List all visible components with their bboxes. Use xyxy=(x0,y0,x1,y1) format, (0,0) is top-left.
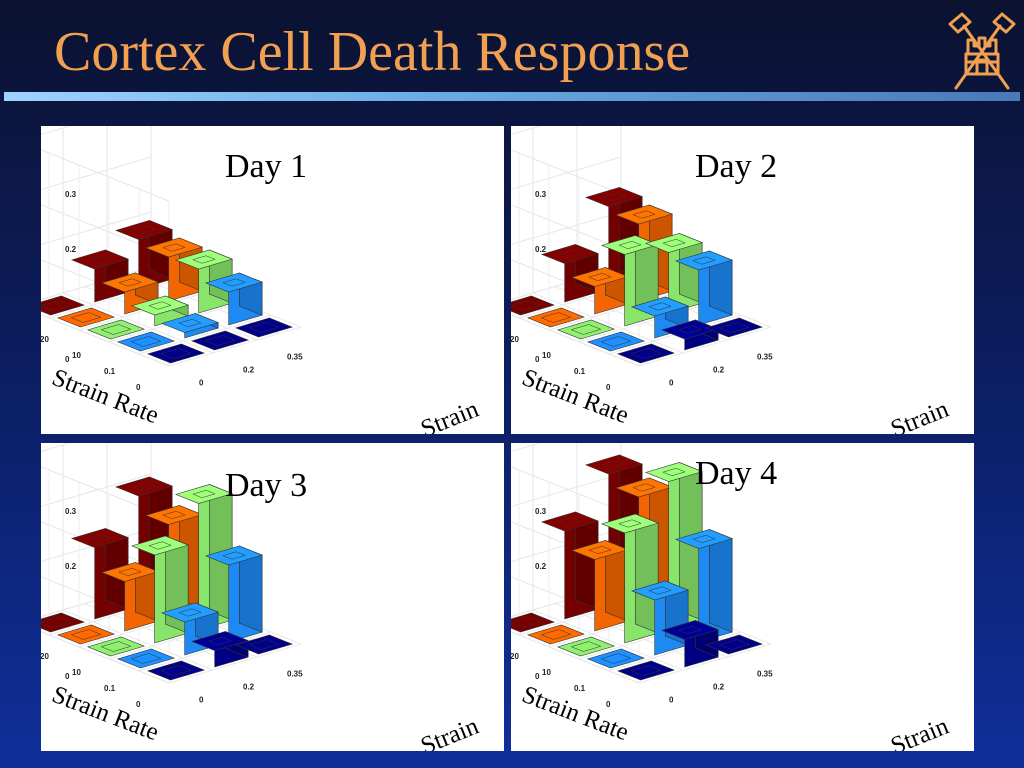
bar-50-0 xyxy=(511,612,556,633)
bar-0-0.35 xyxy=(234,317,294,338)
bar-0-0 xyxy=(616,343,676,364)
strain-tick-label: 0 xyxy=(199,696,204,705)
bar-0.1-0 xyxy=(116,331,176,352)
bar-0-0.2 xyxy=(660,620,720,668)
z-tick-label: 0.2 xyxy=(535,245,547,254)
strain-rate-tick-label: 0.1 xyxy=(104,367,116,376)
strain-rate-tick-label: 0.1 xyxy=(574,684,586,693)
strain-rate-tick-label: 20 xyxy=(41,335,49,344)
strain-rate-tick-label: 20 xyxy=(511,652,519,661)
bar-50-0.2 xyxy=(540,511,600,620)
bar-0.1-0.2 xyxy=(160,313,220,339)
bars xyxy=(41,476,294,681)
crossed-hammers-tower-crest-icon xyxy=(948,12,1016,90)
strain-tick-label: 0.35 xyxy=(757,670,773,679)
bar-50-0 xyxy=(511,295,556,316)
bar-0-0.2 xyxy=(660,319,720,351)
bar-10-0 xyxy=(86,636,146,657)
bar-10-0 xyxy=(556,636,616,657)
bar-10-0 xyxy=(86,319,146,340)
bar-20-0 xyxy=(56,624,116,645)
strain-rate-tick-label: 20 xyxy=(41,652,49,661)
z-tick-label: 0 xyxy=(535,672,540,681)
strain-rate-tick-label: 0 xyxy=(136,700,141,709)
chart-title: Day 1 xyxy=(225,148,308,185)
bar-10-0 xyxy=(556,319,616,340)
strain-rate-tick-label: 0.1 xyxy=(104,684,116,693)
strain-tick-label: 0.2 xyxy=(713,366,725,375)
bar-20-0.2 xyxy=(570,267,630,315)
strain-tick-label: 0 xyxy=(669,696,674,705)
strain-tick-label: 0.35 xyxy=(287,670,303,679)
bars xyxy=(511,187,764,364)
strain-rate-tick-label: 0 xyxy=(606,383,611,392)
strain-tick-label: 0 xyxy=(669,379,674,388)
strain-rate-tick-label: 10 xyxy=(542,668,551,677)
title-underline xyxy=(4,92,1020,101)
bar-20-0 xyxy=(526,624,586,645)
z-tick-label: 0 xyxy=(65,355,70,364)
bar-10-0.2 xyxy=(130,295,190,327)
z-tick-label: 0.3 xyxy=(535,190,547,199)
bar-20-0 xyxy=(526,307,586,328)
bar-50-0 xyxy=(41,295,86,316)
bar-20-0 xyxy=(56,307,116,328)
slide-title: Cortex Cell Death Response xyxy=(54,21,691,83)
bar-0-0 xyxy=(616,660,676,681)
bar-0-0.35 xyxy=(234,634,294,655)
z-tick-label: 0.3 xyxy=(65,190,77,199)
strain-rate-tick-label: 0 xyxy=(606,700,611,709)
strain-rate-tick-label: 10 xyxy=(72,351,81,360)
bar-0.1-0.35 xyxy=(674,529,734,643)
bar-0-0.35 xyxy=(704,634,764,655)
strain-tick-label: 0.2 xyxy=(713,683,725,692)
bar-0-0 xyxy=(146,660,206,681)
z-tick-label: 0.3 xyxy=(65,507,77,516)
bar-0.1-0 xyxy=(586,331,646,352)
strain-rate-tick-label: 10 xyxy=(542,351,551,360)
bar-0.1-0 xyxy=(586,648,646,669)
bar-50-0 xyxy=(41,612,86,633)
bar-10-0.2 xyxy=(600,513,660,644)
bar-0.1-0 xyxy=(116,648,176,669)
z-tick-label: 0.3 xyxy=(535,507,547,516)
strain-rate-tick-label: 0.1 xyxy=(574,367,586,376)
z-tick-label: 0.2 xyxy=(65,562,77,571)
bar-0.1-0.35 xyxy=(204,272,264,326)
z-tick-label: 0.2 xyxy=(65,245,77,254)
strain-rate-tick-label: 20 xyxy=(511,335,519,344)
bar-0.1-0.2 xyxy=(630,296,690,339)
bar-0-0.35 xyxy=(704,317,764,338)
z-tick-label: 0.2 xyxy=(535,562,547,571)
chart-title: Day 4 xyxy=(695,455,778,492)
bar-0.1-0.35 xyxy=(204,545,264,643)
strain-tick-label: 0.35 xyxy=(287,353,303,362)
bar-20-0.2 xyxy=(100,562,160,632)
bar-0-0.2 xyxy=(190,631,250,668)
z-tick-label: 0 xyxy=(535,355,540,364)
z-tick-label: 0 xyxy=(65,672,70,681)
bars xyxy=(41,220,294,364)
strain-tick-label: 0 xyxy=(199,379,204,388)
strain-rate-tick-label: 0 xyxy=(136,383,141,392)
strain-tick-label: 0.2 xyxy=(243,683,255,692)
bars xyxy=(511,454,764,681)
strain-rate-tick-label: 10 xyxy=(72,668,81,677)
chart-title: Day 2 xyxy=(695,148,778,185)
bar-0-0.2 xyxy=(190,330,250,351)
strain-tick-label: 0.2 xyxy=(243,366,255,375)
bar-0.1-0.35 xyxy=(674,250,734,326)
bar-0-0 xyxy=(146,343,206,364)
chart-title: Day 3 xyxy=(225,467,308,504)
strain-tick-label: 0.35 xyxy=(757,353,773,362)
bar-20-0.2 xyxy=(570,540,630,632)
